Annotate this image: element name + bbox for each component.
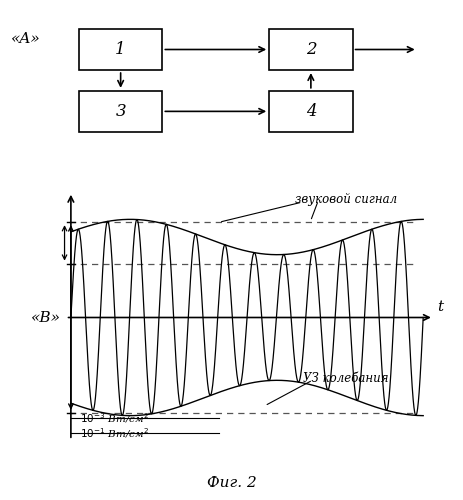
Bar [79, 29, 162, 70]
Bar [79, 91, 162, 132]
Text: 1: 1 [115, 41, 125, 58]
Text: «A»: «A» [11, 32, 40, 46]
Text: звуковой сигнал: звуковой сигнал [294, 193, 396, 206]
Bar [269, 91, 352, 132]
Text: t: t [436, 300, 443, 314]
Text: «B»: «B» [31, 310, 61, 324]
Text: УЗ колебания: УЗ колебания [302, 372, 388, 385]
Text: 3: 3 [115, 103, 125, 120]
Text: $10^{-3}$ Вт/см$^2$: $10^{-3}$ Вт/см$^2$ [80, 410, 148, 424]
Bar [269, 29, 352, 70]
Text: 2: 2 [305, 41, 315, 58]
Text: Фиг. 2: Фиг. 2 [206, 476, 257, 490]
Text: 4: 4 [305, 103, 315, 120]
Text: $10^{-1}$ Вт/см$^2$: $10^{-1}$ Вт/см$^2$ [80, 426, 148, 440]
